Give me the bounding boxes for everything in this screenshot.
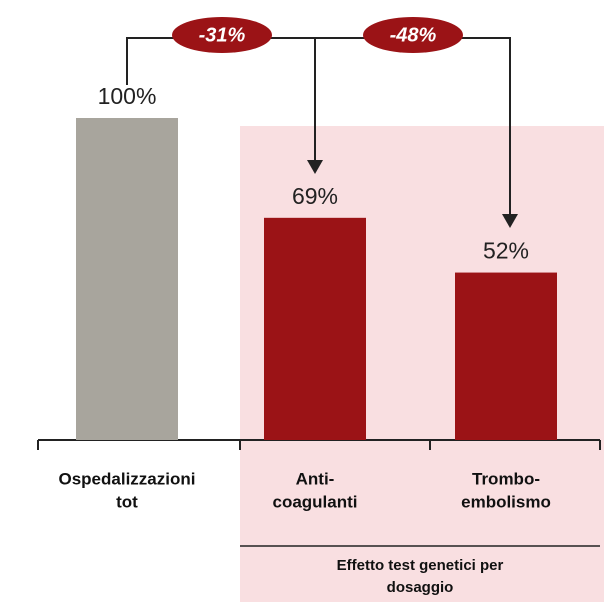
category-label: coagulanti	[272, 492, 357, 511]
bar	[455, 272, 557, 440]
category-label: tot	[116, 492, 138, 511]
annotation: -48%	[390, 24, 437, 46]
annotation-badge	[363, 17, 463, 53]
arrow-head	[502, 214, 518, 228]
value-label: 100%	[98, 83, 157, 109]
annotation: -31%	[199, 24, 246, 46]
category-label: Anti-	[296, 469, 335, 488]
category-label: embolismo	[461, 492, 551, 511]
group-label: Effetto test genetici per	[337, 557, 504, 574]
separators	[37, 440, 601, 450]
group-label: dosaggio	[387, 579, 454, 596]
arrow-head	[307, 160, 323, 174]
value-label: 52%	[483, 238, 529, 264]
value-label: 69%	[292, 183, 338, 209]
annotation-badge	[172, 17, 272, 53]
category-label: Ospedalizzazioni	[59, 469, 196, 488]
bar	[264, 217, 366, 440]
category-label: Trombo-	[472, 469, 540, 488]
bar	[76, 118, 178, 440]
